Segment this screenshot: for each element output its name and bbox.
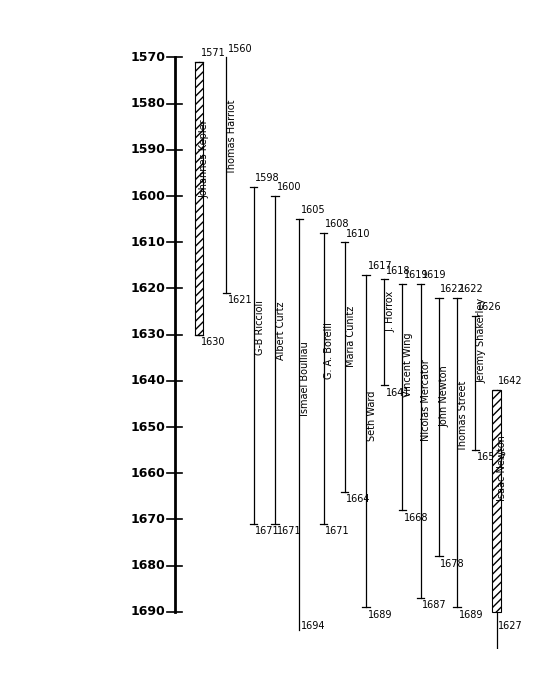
Text: 1630: 1630	[131, 328, 166, 342]
Text: Nicolas Mercator: Nicolas Mercator	[421, 359, 431, 441]
Text: 1671: 1671	[255, 527, 280, 536]
Text: Albert Curtz: Albert Curtz	[276, 302, 286, 360]
Text: 1621: 1621	[228, 295, 252, 305]
Text: 1580: 1580	[131, 97, 166, 110]
Text: 1678: 1678	[441, 559, 465, 569]
Text: G. A. Borelli: G. A. Borelli	[324, 322, 334, 378]
Text: J. Horrox: J. Horrox	[385, 291, 395, 333]
Text: 1605: 1605	[301, 206, 326, 215]
Text: 1590: 1590	[131, 143, 166, 156]
Text: G-B Riccioli: G-B Riccioli	[255, 301, 265, 355]
Text: 1571: 1571	[201, 48, 226, 58]
Text: 1664: 1664	[346, 494, 371, 504]
Text: 1622: 1622	[459, 284, 483, 294]
Text: 1598: 1598	[255, 173, 280, 183]
Text: John Newton: John Newton	[439, 365, 450, 427]
Text: 1671: 1671	[277, 527, 301, 536]
Text: 1618: 1618	[386, 266, 410, 275]
Text: 1600: 1600	[277, 182, 301, 193]
Bar	[492, 390, 500, 612]
Text: 1670: 1670	[131, 513, 166, 526]
Text: 1620: 1620	[131, 282, 166, 295]
Text: 1641: 1641	[386, 388, 410, 398]
Text: 1689: 1689	[367, 610, 392, 619]
Text: 1660: 1660	[131, 466, 166, 479]
Text: Thomas Harriot: Thomas Harriot	[227, 100, 237, 176]
Text: Isaac Newton: Isaac Newton	[497, 435, 507, 501]
Text: 1642: 1642	[498, 376, 522, 387]
Text: Maria Cunitz: Maria Cunitz	[345, 306, 355, 367]
Text: 1640: 1640	[131, 374, 166, 387]
Text: 1655?: 1655?	[477, 453, 507, 462]
Text: Thomas Street: Thomas Street	[458, 381, 468, 453]
Bar	[195, 62, 204, 335]
Text: 1630: 1630	[201, 337, 225, 347]
Text: 1610: 1610	[131, 236, 166, 249]
Text: 1650: 1650	[131, 421, 166, 434]
Text: 1619: 1619	[404, 270, 428, 280]
Text: Vincent Wing: Vincent Wing	[403, 333, 413, 397]
Text: 1689: 1689	[459, 610, 483, 619]
Text: 1600: 1600	[131, 190, 166, 203]
Text: 1608: 1608	[325, 219, 350, 229]
Text: 1627: 1627	[498, 621, 523, 631]
Text: 1626: 1626	[477, 303, 502, 313]
Text: 1619: 1619	[422, 270, 447, 280]
Text: Jeremy Shakerley: Jeremy Shakerley	[476, 298, 486, 383]
Text: 1694: 1694	[301, 621, 325, 631]
Text: Seth Ward: Seth Ward	[367, 391, 377, 441]
Text: 1671: 1671	[325, 527, 350, 536]
Text: 1668: 1668	[404, 512, 428, 522]
Text: Johannes Kepler: Johannes Kepler	[200, 120, 210, 198]
Text: 1617: 1617	[367, 261, 392, 271]
Text: 1687: 1687	[422, 600, 447, 611]
Text: 1610: 1610	[346, 229, 371, 238]
Text: 1622: 1622	[441, 284, 465, 294]
Text: 1560: 1560	[228, 44, 252, 54]
Text: 1570: 1570	[131, 51, 166, 64]
Text: Ismael Boulliau: Ismael Boulliau	[300, 341, 310, 415]
Text: 1690: 1690	[131, 605, 166, 618]
Text: 1680: 1680	[131, 559, 166, 572]
